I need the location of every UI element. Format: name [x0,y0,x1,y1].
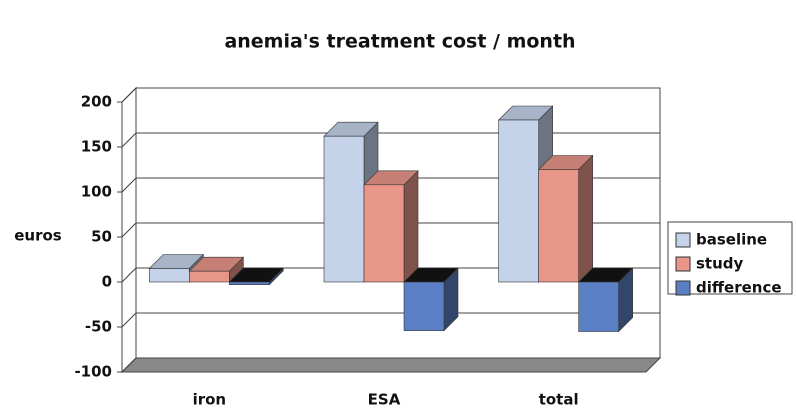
bar-front [229,281,270,285]
x-tick-label: total [539,391,579,409]
legend-swatch [675,256,691,272]
bar-front [578,281,619,332]
bar-front [363,184,405,283]
x-tick-label: ESA [368,391,401,409]
bar [537,154,594,283]
bar-front [403,281,445,331]
bar-front [498,119,539,283]
grid-line-side [121,357,137,373]
grid-line-side [121,312,137,328]
grid-line-side [121,87,137,103]
y-tick-label: 50 [91,228,112,246]
bar [228,267,285,286]
chart-title: anemia's treatment cost / month [224,31,575,53]
bar-side [578,154,593,283]
legend-swatch [675,232,691,248]
y-tick-label: -100 [74,363,112,381]
bar-side [403,170,419,283]
floor [120,357,662,373]
grid-line-side [121,132,137,148]
bar-front [149,268,190,283]
bar [577,267,634,333]
legend-label: study [696,255,744,273]
grid-line-side [121,267,137,283]
y-axis-label: euros [14,227,62,245]
grid-line-side [121,222,137,238]
bar-front [538,169,579,283]
bar [363,170,419,283]
y-tick-label: 100 [81,183,112,201]
bar [403,267,459,332]
grid-line-side [121,177,137,193]
legend-swatch [675,280,691,296]
y-tick-label: 150 [81,138,112,156]
legend-label: baseline [696,231,767,249]
bar-front [189,270,230,283]
x-tick-label: iron [193,391,227,409]
bar-front [323,135,365,283]
y-tick-label: 200 [81,93,112,111]
legend-label: difference [696,279,782,297]
y-tick-label: 0 [102,273,112,291]
y-tick-label: -50 [85,318,112,336]
